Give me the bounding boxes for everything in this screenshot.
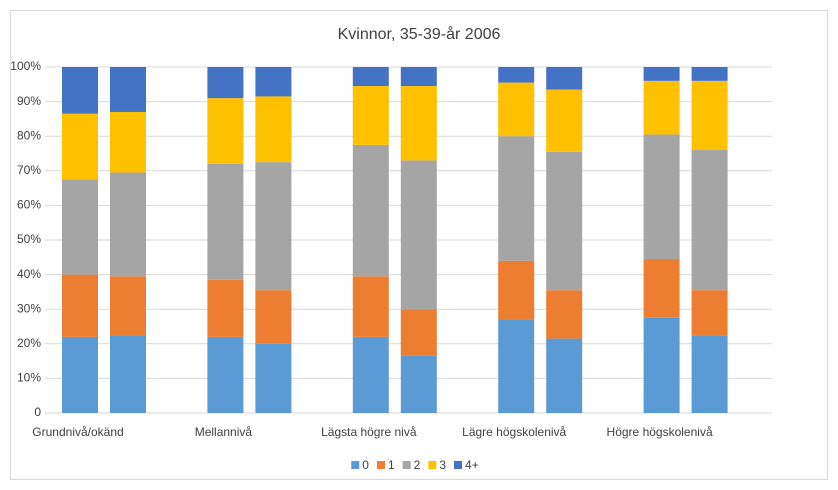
bar-segment — [546, 338, 583, 413]
x-tick-label: Lägsta högre nivå — [321, 425, 417, 439]
bar-segment — [546, 290, 583, 339]
legend-label: 2 — [414, 458, 421, 472]
bar-segment — [62, 67, 98, 114]
y-tick-label: 80% — [17, 128, 41, 142]
bar-segment — [498, 260, 535, 320]
x-tick-label: Grundnivå/okänd — [32, 425, 123, 439]
legend-swatch — [454, 461, 463, 469]
legend-swatch — [376, 461, 385, 469]
y-tick-label: 0 — [34, 405, 41, 419]
bar-segment — [498, 319, 535, 413]
bar-segment — [400, 67, 437, 87]
bar-segment — [352, 276, 389, 337]
bar-segment — [643, 80, 680, 135]
chart-title: Kvinnor, 35-39-år 2006 — [338, 25, 501, 43]
bar-segment — [691, 150, 728, 291]
bar-segment — [110, 276, 146, 336]
bar-segment — [62, 274, 98, 337]
legend-swatch — [351, 461, 360, 469]
bar-segment — [400, 160, 437, 310]
x-tick-label: Lägre högskolenivå — [462, 425, 566, 439]
bar-segment — [643, 134, 680, 260]
bar-segment — [255, 162, 292, 291]
bar-segment — [255, 96, 292, 163]
bar-segment — [207, 163, 244, 280]
bar-segment — [62, 336, 98, 413]
x-tick-label: Mellannivå — [195, 425, 253, 439]
legend-label: 1 — [388, 458, 395, 472]
bar-segment — [400, 86, 437, 161]
y-tick-label: 30% — [17, 301, 41, 315]
y-tick-label: 50% — [17, 232, 41, 246]
bar-segment — [207, 336, 244, 413]
bar-segment — [691, 80, 728, 151]
bar-segment — [62, 113, 98, 180]
bar-segment — [255, 67, 292, 97]
bar-segment — [62, 179, 98, 275]
bar-segment — [110, 335, 146, 413]
bar-segment — [546, 151, 583, 291]
y-tick-label: 70% — [17, 163, 41, 177]
bar-segment — [400, 309, 437, 356]
x-tick-label: Högre högskolenivå — [607, 425, 713, 439]
bar-segment — [255, 343, 292, 413]
bar-segment — [643, 67, 680, 81]
bar-segment — [110, 172, 146, 277]
legend-swatch — [428, 461, 437, 469]
bar-segment — [498, 136, 535, 261]
bar-segment — [352, 336, 389, 413]
bar-segment — [546, 67, 583, 90]
y-tick-label: 40% — [17, 267, 41, 281]
legend-label: 0 — [362, 458, 369, 472]
bar-segment — [110, 67, 146, 112]
legend-swatch — [402, 461, 411, 469]
bar-segment — [352, 67, 389, 87]
bar-segment — [207, 279, 244, 337]
bar-segment — [546, 89, 583, 152]
y-tick-label: 100% — [10, 59, 41, 73]
bar-segment — [691, 67, 728, 81]
bar-segment — [643, 259, 680, 318]
y-tick-label: 10% — [17, 371, 41, 385]
bar-segment — [255, 290, 292, 344]
bar-segment — [643, 317, 680, 413]
legend-label: 3 — [439, 458, 446, 472]
y-tick-label: 90% — [17, 94, 41, 108]
y-tick-label: 60% — [17, 198, 41, 212]
bar-segment — [498, 82, 535, 137]
y-tick-label: 20% — [17, 336, 41, 350]
bar-segment — [352, 86, 389, 145]
bar-segment — [400, 355, 437, 413]
bar-segment — [110, 111, 146, 173]
bar-segment — [498, 67, 535, 83]
bar-segment — [352, 144, 389, 277]
bar-segment — [691, 335, 728, 413]
bar-segment — [207, 98, 244, 164]
bar-segment — [207, 67, 244, 99]
bar-segment — [691, 290, 728, 336]
legend-label: 4+ — [465, 458, 479, 472]
